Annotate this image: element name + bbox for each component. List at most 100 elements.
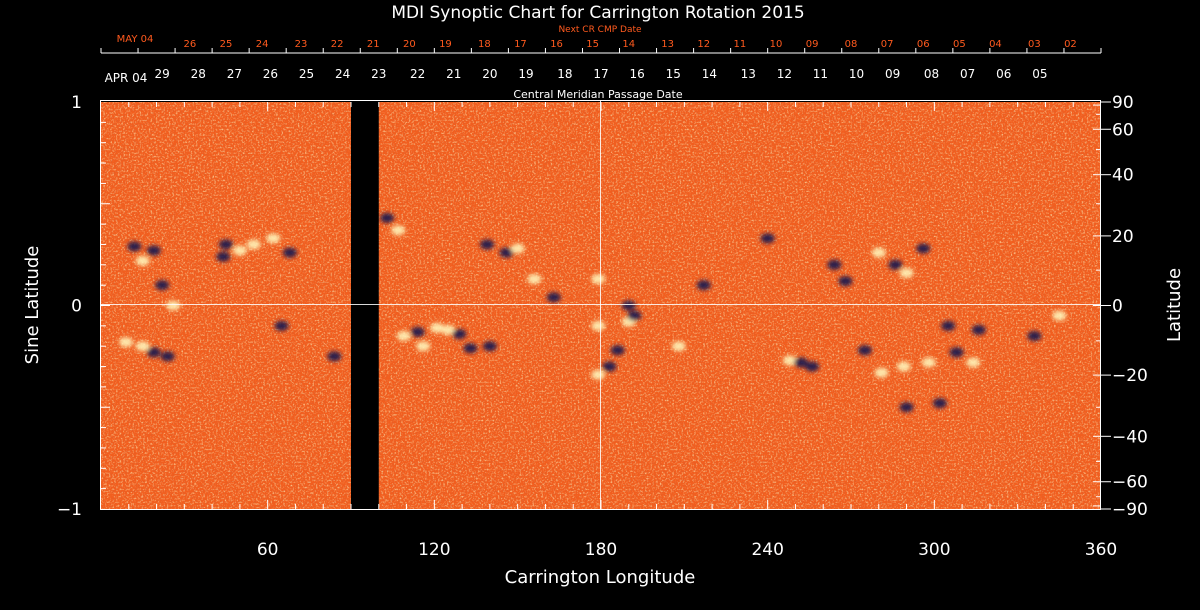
negative-region — [805, 361, 820, 372]
cmp-date-label: 27 — [227, 67, 242, 81]
negative-region — [857, 345, 872, 356]
positive-region — [166, 300, 181, 311]
cmp-date-label: 26 — [263, 67, 278, 81]
y-right-tick-label: 60 — [1112, 120, 1134, 140]
negative-region — [146, 245, 161, 256]
cmp-axis-label: Central Meridian Passage Date — [513, 88, 682, 101]
negative-region — [888, 259, 903, 270]
cmp-date-label: 14 — [702, 67, 717, 81]
x-axis-title: Carrington Longitude — [505, 567, 696, 588]
negative-region — [696, 280, 711, 291]
next-cr-date-label: 10 — [770, 39, 783, 50]
next-cr-axis: Next CR CMP Date MAY 04 26 25 24 23 22 21 20 19… — [100, 25, 1102, 54]
next-cr-date-label: 09 — [806, 39, 819, 50]
cmp-date-label: 12 — [777, 67, 792, 81]
next-cr-date-label: 15 — [586, 39, 599, 50]
next-cr-date-label: 05 — [953, 39, 966, 50]
positive-region — [266, 233, 281, 244]
negative-region — [127, 241, 142, 252]
next-cr-date-label: 12 — [697, 39, 710, 50]
positive-region — [416, 341, 431, 352]
negative-region — [941, 320, 956, 331]
cmp-date-label: 20 — [482, 67, 497, 81]
positive-region — [671, 341, 686, 352]
x-tick-label: 60 — [257, 540, 279, 560]
negative-region — [160, 351, 175, 362]
positive-region — [135, 341, 150, 352]
cmp-date-label: 21 — [446, 67, 461, 81]
negative-region — [971, 324, 986, 335]
next-cr-date-label: 13 — [661, 39, 674, 50]
next-cr-date-label: 03 — [1028, 39, 1041, 50]
negative-region — [899, 402, 914, 413]
x-tick-label: 180 — [585, 540, 617, 560]
next-cr-date-label: 22 — [331, 39, 344, 50]
next-cr-date-label: 25 — [220, 39, 233, 50]
y-right-tick-label: −90 — [1112, 500, 1148, 520]
next-cr-date-label: 02 — [1064, 39, 1077, 50]
positive-region — [1052, 310, 1067, 321]
next-cr-date-label: 26 — [184, 39, 197, 50]
negative-region — [627, 310, 642, 321]
cmp-date-label: 09 — [885, 67, 900, 81]
next-cr-date-label: 14 — [622, 39, 635, 50]
negative-region — [327, 351, 342, 362]
positive-region — [391, 225, 406, 236]
negative-region — [827, 259, 842, 270]
next-cr-date-label: 23 — [295, 39, 308, 50]
cmp-date-label: 15 — [666, 67, 681, 81]
next-cr-date-label: 20 — [403, 39, 416, 50]
negative-region — [463, 343, 478, 354]
x-tick-label: 300 — [918, 540, 950, 560]
positive-region — [871, 247, 886, 258]
next-cr-date-label: 08 — [845, 39, 858, 50]
active-regions — [119, 212, 1067, 413]
next-cr-date-label: 11 — [734, 39, 747, 50]
negative-region — [610, 345, 625, 356]
y-left-tick-label: 1 — [71, 93, 82, 113]
next-cr-date-label: 18 — [478, 39, 491, 50]
y-left-axis-title: Sine Latitude — [22, 246, 43, 365]
x-tick-label: 240 — [751, 540, 783, 560]
y-right-tick-label: 40 — [1112, 166, 1134, 186]
positive-region — [232, 245, 247, 256]
cmp-date-label: 19 — [518, 67, 533, 81]
y-right-tick-label: 20 — [1112, 227, 1134, 247]
positive-region — [966, 357, 981, 368]
negative-region — [155, 280, 170, 291]
positive-region — [874, 367, 889, 378]
negative-region — [216, 251, 231, 262]
negative-region — [546, 292, 561, 303]
cmp-date-label: 28 — [191, 67, 206, 81]
negative-region — [794, 357, 808, 368]
y-left-tick-label: −1 — [57, 500, 82, 520]
next-cr-date-label: 21 — [367, 39, 380, 50]
positive-region — [782, 355, 797, 366]
x-tick-label: 360 — [1085, 540, 1117, 560]
positive-region — [921, 357, 936, 368]
cmp-date-label: 29 — [154, 67, 169, 81]
x-tick-label: 120 — [418, 540, 450, 560]
negative-region — [274, 320, 289, 331]
positive-region — [591, 274, 606, 285]
next-cr-date-label: 19 — [439, 39, 452, 50]
cmp-date-label: 07 — [960, 67, 975, 81]
next-cr-date-label: 06 — [917, 39, 930, 50]
cmp-date-label: 18 — [557, 67, 572, 81]
negative-region — [949, 347, 964, 358]
cmp-date-label: 13 — [741, 67, 756, 81]
positive-region — [441, 324, 456, 335]
next-cr-date-label: 07 — [881, 39, 894, 50]
negative-region — [146, 347, 161, 358]
cmp-date-label: 10 — [849, 67, 864, 81]
negative-region — [410, 326, 425, 337]
chart-title: MDI Synoptic Chart for Carrington Rotati… — [391, 3, 804, 23]
positive-region — [591, 320, 606, 331]
y-left-tick-label: 0 — [71, 297, 82, 317]
negative-region — [480, 239, 495, 250]
positive-region — [899, 267, 914, 278]
positive-region — [246, 239, 261, 250]
negative-region — [932, 398, 947, 409]
positive-region — [510, 243, 525, 254]
